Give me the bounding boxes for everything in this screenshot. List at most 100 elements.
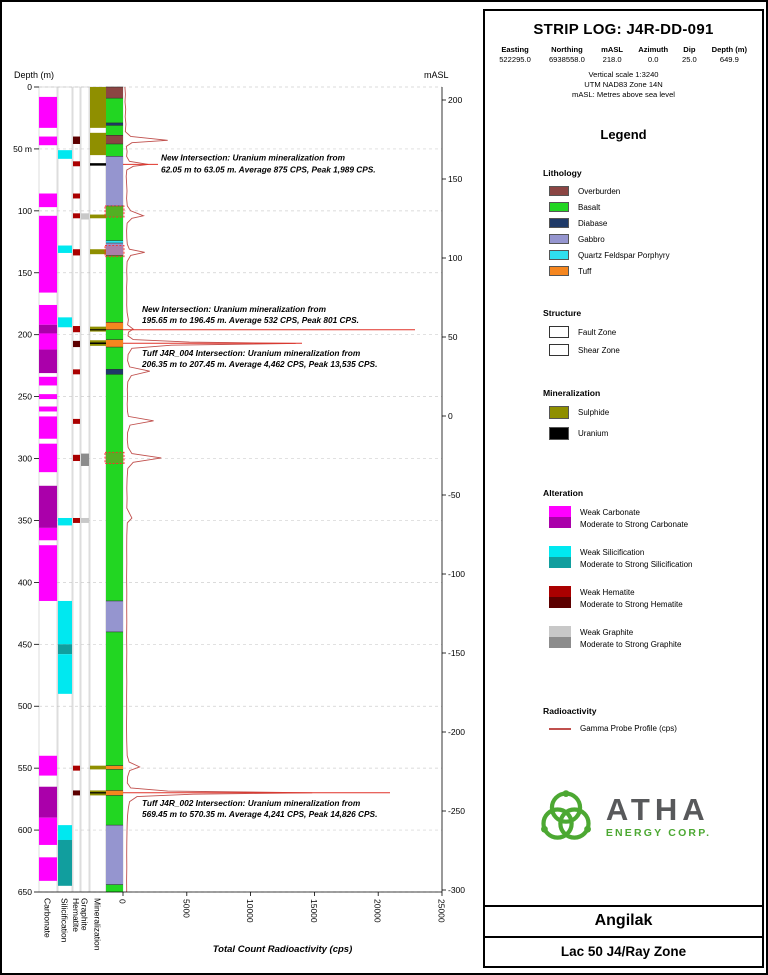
annotation-text: 569.45 m to 570.35 m. Average 4,241 CPS,…: [142, 809, 377, 819]
mineralization-interval: [90, 214, 106, 219]
carbonate-interval: [39, 817, 57, 845]
lithology-interval: [106, 339, 123, 348]
utm-note: UTM NAD83 Zone 14N: [584, 80, 663, 89]
carbonate-interval: [39, 376, 57, 386]
hematite-interval: [73, 213, 80, 219]
legend-lithology: Lithology Overburden Basalt Diabase Gabb…: [543, 168, 762, 282]
carbonate-interval: [39, 394, 57, 400]
lithology-interval: [106, 243, 123, 256]
masl-tick-label: -300: [448, 885, 465, 895]
legend-item-qfp: Quartz Feldspar Porphyry: [549, 250, 762, 260]
masl-tick-label: -250: [448, 806, 465, 816]
legend-item-diabase: Diabase: [549, 218, 762, 228]
basalt-swatch: [549, 202, 569, 212]
carbonate-weak-swatch: [549, 506, 571, 517]
gamma-tick-label: 0: [118, 899, 128, 904]
graphite-weak-swatch: [549, 626, 571, 637]
legend-item-sulphide: Sulphide: [549, 406, 762, 419]
hematite-interval: [73, 369, 80, 375]
graphite-interval: [81, 517, 89, 523]
lithology-interval: [106, 87, 123, 99]
carbonate-interval: [39, 136, 57, 146]
shear-zone-swatch: [549, 344, 569, 356]
easting-value: 522295.0: [499, 55, 531, 64]
legend-item-gamma: Gamma Probe Profile (cps): [549, 724, 762, 733]
silicification-interval: [58, 644, 72, 655]
carbonate-swatch: [549, 506, 571, 531]
fault-zone-overlay: [104, 451, 125, 464]
azimuth-value: 0.0: [647, 55, 659, 64]
logo-wordmark: ATHA: [605, 792, 710, 827]
depth-axis-title: Depth (m): [14, 70, 54, 80]
depth-tick-label: 0: [27, 82, 32, 92]
page-title: STRIP LOG: J4R-DD-091: [533, 21, 714, 38]
masl-tick-label: -150: [448, 648, 465, 658]
graphite-strong-swatch: [549, 637, 571, 648]
silicification-track: [57, 86, 73, 893]
carbonate-interval: [39, 755, 57, 776]
legend-item-fault-zone: Fault Zone: [549, 326, 762, 338]
silicification-interval: [58, 600, 72, 645]
gamma-line-swatch: [549, 727, 571, 730]
column-label-hematite: Hematite: [71, 898, 81, 932]
silicification-interval: [58, 517, 72, 526]
project-footer: Angilak Lac 50 J4/Ray Zone: [485, 905, 762, 966]
lithology-interval: [106, 122, 123, 126]
sulphide-swatch: [549, 406, 569, 419]
masl-tick-label: 100: [448, 253, 462, 263]
lithology-interval: [106, 631, 123, 766]
annotation-text: 195.65 m to 196.45 m. Average 532 CPS, P…: [142, 315, 359, 325]
legend-item-shear-zone: Shear Zone: [549, 344, 762, 356]
mineralization-interval: [90, 792, 106, 794]
silicification-interval: [58, 825, 72, 840]
diabase-swatch: [549, 218, 569, 228]
column-label-silicification: Silicification: [60, 898, 70, 943]
info-col-northing: Northing: [551, 45, 583, 54]
northing-value: 6938558.0: [548, 55, 585, 64]
depth-tick-label: 500: [18, 701, 32, 711]
gamma-tick-label: 25000: [437, 899, 447, 923]
masl-tick-label: 0: [448, 411, 453, 421]
lithology-interval: [106, 205, 123, 241]
depth-tick-label: 200: [18, 330, 32, 340]
gabbro-swatch: [549, 234, 569, 244]
fault-zone-swatch: [549, 326, 569, 338]
carbonate-interval: [39, 786, 57, 818]
lithology-interval: [106, 125, 123, 136]
mineralization-interval: [90, 342, 106, 344]
carbonate-interval: [39, 857, 57, 881]
carbonate-interval: [39, 406, 57, 412]
info-col-easting: Easting: [501, 45, 529, 54]
lithology-interval: [106, 795, 123, 826]
column-label-carbonate: Carbonate: [43, 898, 53, 938]
annotation-text: Tuff J4R_002 Intersection: Uranium miner…: [142, 798, 361, 808]
tuff-swatch: [549, 266, 569, 276]
lithology-interval: [106, 769, 123, 791]
hematite-interval: [73, 136, 80, 144]
info-col-masl: mASL: [601, 45, 624, 54]
graphite-interval: [81, 453, 89, 466]
mineralization-interval: [90, 163, 106, 166]
hematite-strong-swatch: [549, 597, 571, 608]
hematite-interval: [73, 765, 80, 771]
hole-info-table: Easting Northing mASL Azimuth Dip Depth …: [491, 45, 757, 65]
depth-tick-label: 400: [18, 577, 32, 587]
vertical-scale-note: Vertical scale 1:3240: [588, 70, 659, 79]
hematite-interval: [73, 326, 80, 333]
lithology-interval: [106, 329, 123, 340]
silicification-strong-swatch: [549, 557, 571, 568]
alteration-group-graphite: Weak Graphite Moderate to Strong Graphit…: [549, 626, 762, 651]
carbonate-interval: [39, 416, 57, 439]
fault-zone-overlay: [104, 205, 125, 218]
strip-log-chart: 050 m10015020025030035040045050055060065…: [13, 70, 465, 955]
notes: Vertical scale 1:3240 UTM NAD83 Zone 14N…: [485, 70, 762, 100]
carbonate-interval: [39, 443, 57, 473]
graphite-swatch: [549, 626, 571, 651]
hematite-interval: [73, 790, 80, 796]
carbonate-interval: [39, 193, 57, 208]
depth-tick-label: 350: [18, 515, 32, 525]
mineralization-interval: [90, 329, 106, 331]
hematite-track: [72, 86, 81, 893]
depth-value: 649.9: [719, 55, 739, 64]
carbonate-interval: [39, 349, 57, 374]
